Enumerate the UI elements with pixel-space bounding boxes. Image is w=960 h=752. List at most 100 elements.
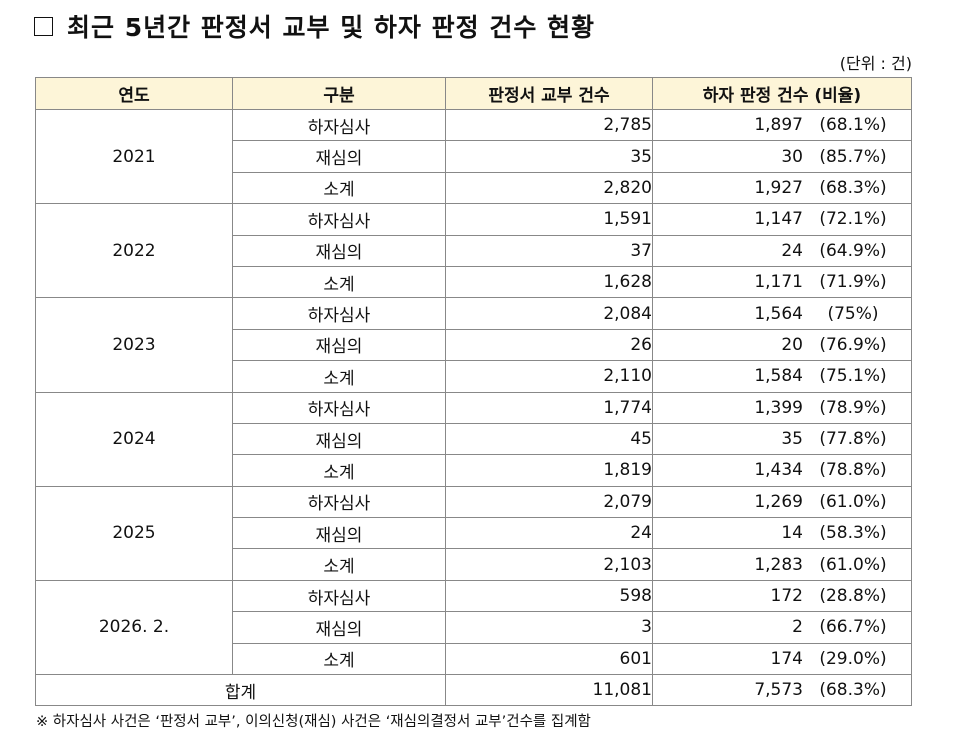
type-cell: 재심의 [232, 234, 446, 267]
table-row: 2024 하자심사 1,774 1,399 (78.9%) [35, 391, 912, 487]
type-cell: 재심의 [232, 140, 446, 173]
type-cell: 하자심사 [232, 108, 446, 142]
type-cell: 소계 [232, 454, 446, 487]
type-cell: 소계 [232, 265, 446, 299]
year-cell: 2024 [35, 391, 233, 487]
defects-count: 172 [770, 586, 803, 607]
issued-cell: 1,774 [445, 391, 653, 424]
defects-count: 1,897 [754, 115, 803, 136]
table-header-row: 연도 구분 판정서 교부 건수 하자 판정 건수 (비율) [35, 77, 912, 110]
defects-count: 35 [781, 429, 803, 450]
defects-cell: 174 (29.0%) [652, 642, 912, 676]
issued-cell: 2,084 [445, 297, 653, 330]
defects-cell: 20 (76.9%) [652, 328, 912, 362]
year-cell: 2021 [35, 108, 233, 205]
defects-ratio: (72.1%) [819, 209, 887, 230]
issued-cell: 1,591 [445, 203, 653, 236]
defects-count: 2 [792, 617, 803, 638]
defects-count: 1,399 [754, 397, 803, 418]
table-row: 2021 하자심사 2,785 1,897 (68.1%) [35, 108, 912, 205]
year-cell: 2026. 2. [35, 579, 233, 676]
defects-cell: 1,283 (61.0%) [652, 548, 912, 581]
table-row: 2026. 2. 하자심사 598 172 (28.8%) [35, 579, 912, 676]
title-text: 최근 5년간 판정서 교부 및 하자 판정 건수 현황 [67, 13, 596, 42]
issued-cell: 26 [445, 328, 653, 362]
defects-ratio: (68.3%) [819, 177, 887, 198]
defects-count: 1,283 [754, 554, 803, 575]
total-label: 합계 [35, 674, 446, 707]
unit-label: (단위 : 건) [839, 54, 912, 73]
square-bullet-icon [34, 16, 53, 36]
defects-ratio: (78.8%) [819, 460, 887, 481]
type-cell: 소계 [232, 360, 446, 393]
total-issued: 11,081 [445, 674, 653, 707]
issued-cell: 2,785 [445, 108, 653, 142]
defects-count: 7,573 [754, 680, 803, 701]
defects-count: 1,269 [754, 491, 803, 512]
defects-cell: 172 (28.8%) [652, 579, 912, 613]
defects-cell: 1,564 (75%) [652, 297, 912, 330]
defects-count: 1,147 [754, 209, 803, 230]
defects-count: 20 [781, 334, 803, 355]
defects-cell: 35 (77.8%) [652, 422, 912, 456]
type-cell: 재심의 [232, 422, 446, 456]
defects-cell: 2 (66.7%) [652, 611, 912, 644]
table-row: 재심의 35 30 (85.7%) [36, 140, 912, 173]
header-year: 연도 [35, 77, 233, 110]
year-cell: 2023 [35, 297, 233, 393]
defects-cell: 1,399 (78.9%) [652, 391, 912, 424]
defects-ratio: (61.0%) [819, 491, 887, 512]
table-row: 재심의 45 35 (77.8%) [36, 422, 912, 456]
defects-ratio: (61.0%) [819, 554, 887, 575]
year-cell: 2025 [35, 485, 233, 581]
defects-ratio: (68.3%) [819, 680, 887, 701]
defects-cell: 24 (64.9%) [652, 234, 912, 267]
defects-ratio: (58.3%) [819, 523, 887, 544]
type-cell: 재심의 [232, 517, 446, 550]
defects-ratio: (28.8%) [819, 586, 887, 607]
defects-ratio: (75.1%) [819, 366, 887, 387]
header-issued: 판정서 교부 건수 [445, 77, 653, 110]
issued-cell: 2,110 [445, 360, 653, 393]
type-cell: 재심의 [232, 328, 446, 362]
issued-cell: 2,103 [445, 548, 653, 581]
issued-cell: 598 [445, 579, 653, 613]
defects-ratio: (78.9%) [819, 397, 887, 418]
issued-cell: 2,820 [445, 171, 653, 205]
type-cell: 소계 [232, 171, 446, 205]
issued-cell: 3 [445, 611, 653, 644]
issued-cell: 24 [445, 517, 653, 550]
defects-count: 1,927 [754, 177, 803, 198]
table-row: 재심의 26 20 (76.9%) [36, 328, 912, 362]
defects-ratio: (85.7%) [819, 146, 887, 167]
issued-cell: 35 [445, 140, 653, 173]
table-row: 소계 2,820 1,927 (68.3%) [36, 171, 912, 205]
defects-ratio: (77.8%) [819, 429, 887, 450]
table-row: 재심의 24 14 (58.3%) [36, 517, 912, 550]
defects-ratio: (29.0%) [819, 648, 887, 669]
page-title: 최근 5년간 판정서 교부 및 하자 판정 건수 현황 [34, 8, 595, 44]
defects-count: 30 [781, 146, 803, 167]
issued-cell: 1,628 [445, 265, 653, 299]
defects-count: 1,434 [754, 460, 803, 481]
defects-cell: 1,434 (78.8%) [652, 454, 912, 487]
stats-table: 연도 구분 판정서 교부 건수 하자 판정 건수 (비율) 2021 하자심사 2,… [35, 77, 912, 707]
year-cell: 2022 [35, 203, 233, 299]
header-type: 구분 [232, 77, 446, 110]
defects-cell: 1,171 (71.9%) [652, 265, 912, 299]
issued-cell: 601 [445, 642, 653, 676]
table-row: 2022 하자심사 1,591 1,147 (72.1%) [35, 203, 912, 299]
defects-cell: 1,147 (72.1%) [652, 203, 912, 236]
defects-count: 1,171 [754, 272, 803, 293]
defects-cell: 14 (58.3%) [652, 517, 912, 550]
defects-ratio: (66.7%) [819, 617, 887, 638]
header-defects: 하자 판정 건수 (비율) [652, 77, 912, 110]
defects-cell: 1,584 (75.1%) [652, 360, 912, 393]
defects-cell: 1,927 (68.3%) [652, 171, 912, 205]
type-cell: 소계 [232, 548, 446, 581]
type-cell: 재심의 [232, 611, 446, 644]
defects-ratio: (71.9%) [819, 272, 887, 293]
type-cell: 하자심사 [232, 203, 446, 236]
defects-cell: 1,269 (61.0%) [652, 485, 912, 519]
table-row: 재심의 37 24 (64.9%) [36, 234, 912, 267]
